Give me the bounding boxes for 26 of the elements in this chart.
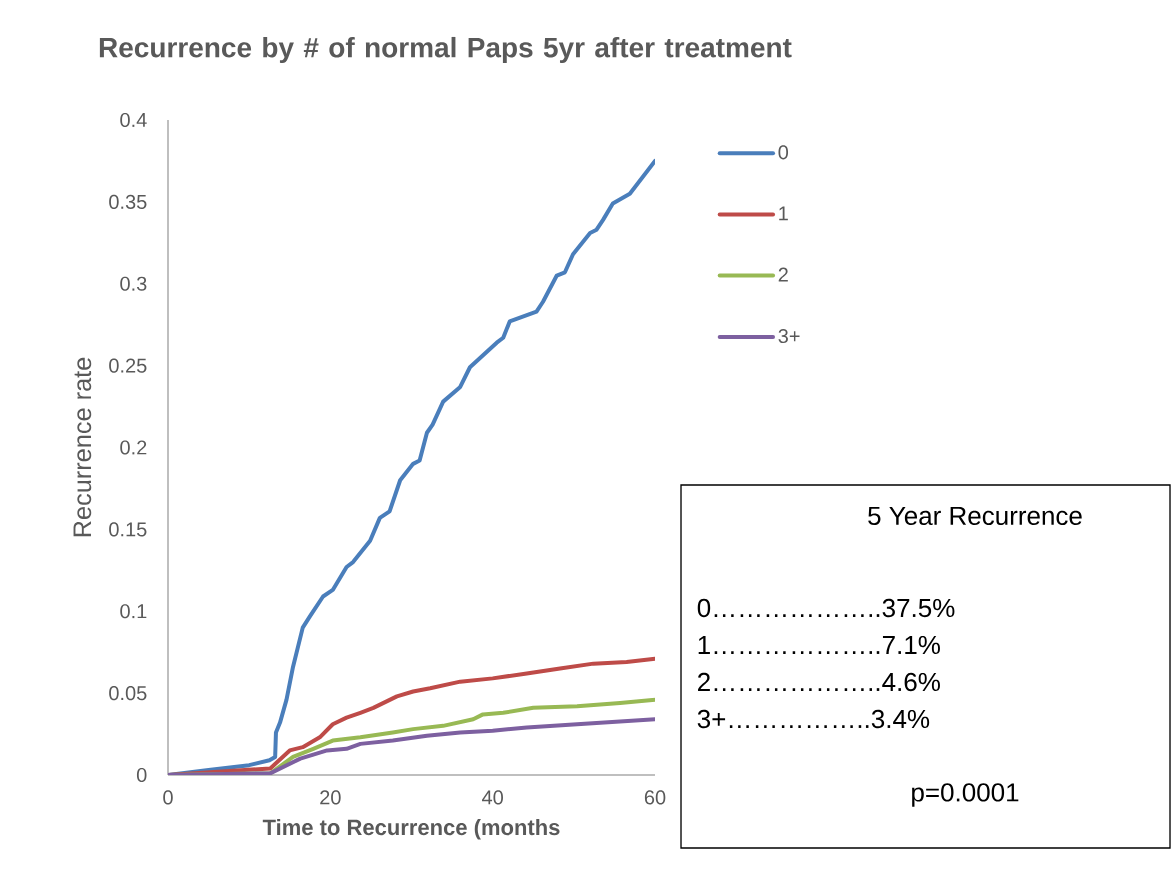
text: 1………………..7.1%: [698, 635, 940, 655]
text: 3+……………..3.4%: [697, 709, 930, 729]
chart-title: Recurrence by # of normal Paps 5yr after treatment: [99, 36, 792, 64]
legend-label: 2: [778, 267, 788, 282]
y-axis-title: Recurrence rate: [73, 357, 92, 537]
text: p=0.0001: [912, 783, 1019, 807]
y-tick-label: 0.1: [120, 604, 147, 619]
x-tick-label: 0: [163, 790, 173, 805]
y-tick-label: 0.2: [120, 440, 147, 455]
legend-label: 0: [778, 145, 789, 160]
text: 2………………..4.6%: [698, 672, 940, 692]
y-tick-label: 0.05: [109, 686, 147, 701]
text: 5 Year Recurrence: [868, 506, 1082, 526]
legend-label: 1: [779, 206, 788, 221]
y-tick-label: 0.35: [109, 194, 147, 209]
x-tick-label: 20: [320, 790, 341, 805]
text: 0………………..37.5%: [697, 598, 955, 618]
x-axis-title: Time to Recurrence (months: [262, 819, 560, 840]
y-tick-label: 0.25: [109, 358, 147, 373]
y-tick-label: 0.15: [109, 522, 147, 537]
y-tick-label: 0: [136, 767, 147, 783]
y-tick-label: 0.4: [120, 112, 147, 128]
x-tick-label: 40: [482, 790, 503, 805]
y-tick-label: 0.3: [120, 276, 147, 291]
legend-label: 3+: [778, 328, 800, 344]
x-tick-label: 60: [644, 790, 666, 805]
